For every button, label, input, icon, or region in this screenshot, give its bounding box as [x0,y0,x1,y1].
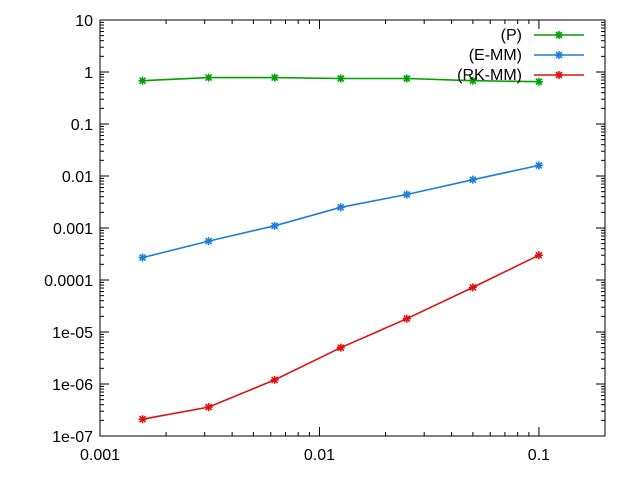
y-tick-label: 1e-07 [52,429,93,446]
data-point-e-mm [468,175,477,184]
legend-entry-rk-mm: (RK-MM) [457,67,584,84]
data-point-p [336,74,345,83]
series-layer [138,73,543,424]
data-point-e-mm [534,161,543,170]
legend-label: (P) [501,27,522,44]
series-line-rk-mm [142,254,540,420]
y-tick-label: 0.1 [71,117,93,134]
data-point-rk-mm [534,251,543,260]
y-tick-label: 0.0001 [44,273,93,290]
y-tick-label: 10 [75,13,93,30]
ticks-layer: 0.001 0.01 0.1 10 1 0.1 0.01 0.001 0.0001 1e-05 1e… [44,13,605,464]
legend-label: (RK-MM) [457,67,522,84]
data-point-e-mm [270,221,279,230]
data-point-p [402,74,411,83]
legend-marker [555,71,563,79]
plot-frame [99,19,606,437]
data-point-rk-mm [336,343,345,352]
x-tick-label: 0.01 [304,447,335,464]
x-tick-label: 0.1 [528,447,550,464]
data-point-e-mm [204,237,213,246]
legend-label: (E-MM) [469,47,522,64]
y-tick-label: 1e-06 [52,377,93,394]
data-point-e-mm [402,190,411,199]
y-tick-label: 0.01 [62,169,93,186]
legend-entry-e-mm: (E-MM) [469,47,584,64]
y-tick-label: 1 [84,65,93,82]
data-point-e-mm [336,203,345,212]
data-point-rk-mm [138,415,147,424]
data-point-p [534,77,543,86]
data-point-p [204,73,213,82]
x-tick-label: 0.001 [80,447,120,464]
data-point-rk-mm [270,375,279,384]
data-point-p [270,73,279,82]
data-point-p [468,76,477,85]
data-point-e-mm [138,253,147,262]
data-point-rk-mm [204,403,213,412]
y-tick-label: 1e-05 [52,325,93,342]
legend-marker [555,31,563,39]
y-tick-label: 0.001 [53,221,93,238]
data-point-p [138,76,147,85]
legend: (P) (E-MM) (RK-MM) [457,27,584,84]
series-line-e-mm [142,164,540,259]
legend-marker [555,51,563,59]
legend-entry-p: (P) [501,27,584,44]
data-point-rk-mm [402,314,411,323]
data-point-rk-mm [468,283,477,292]
